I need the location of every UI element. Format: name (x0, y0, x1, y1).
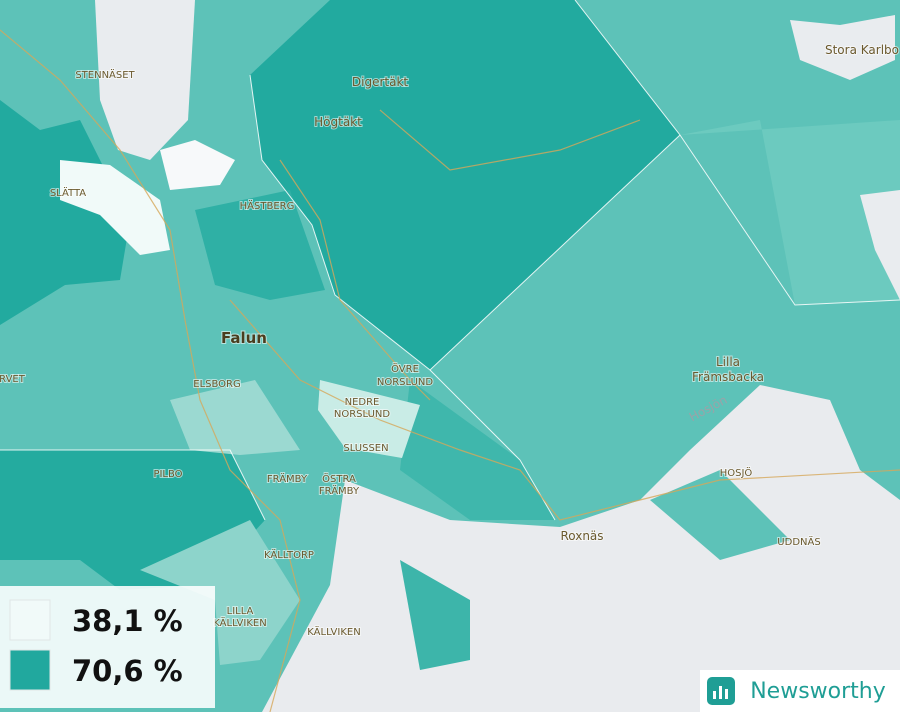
area (140, 520, 300, 665)
place-label: LILLA (227, 606, 254, 617)
place-label: ÖVRE (391, 362, 419, 375)
road (379, 109, 641, 171)
area (0, 100, 130, 325)
place-label: Lilla (716, 355, 740, 369)
water (860, 190, 900, 300)
place-label: ÖSTRA (322, 472, 356, 485)
legend-swatch (9, 649, 51, 691)
water (95, 0, 195, 160)
place-label: HÄSTBERG (240, 199, 295, 212)
legend: 38,1 % 70,6 % (9, 599, 183, 691)
road (279, 159, 431, 401)
place-label: SLÄTTA (50, 186, 86, 199)
area (195, 190, 325, 300)
area (170, 380, 300, 455)
area (400, 560, 470, 670)
place-label: HOSJÖ (720, 466, 753, 479)
brand-name: Newsworthy (750, 679, 886, 704)
place-label: Stora Karlbo (825, 43, 899, 57)
area (650, 470, 790, 560)
legend-label: 38,1 % (72, 604, 183, 638)
road (0, 29, 301, 712)
place-label: Digertäkt (352, 75, 409, 89)
place-label: NEDRE (345, 397, 380, 408)
border (574, 0, 900, 306)
logo-bar (719, 686, 722, 699)
area (60, 160, 170, 255)
area (400, 380, 555, 520)
logo-bar (713, 691, 716, 699)
road (229, 299, 900, 521)
place-label: Högtäkt (314, 115, 362, 129)
area (680, 120, 900, 305)
place-label: Främsbacka (692, 370, 764, 384)
place-label: STENNÄSET (75, 68, 135, 81)
place-label: ELSBORG (193, 379, 241, 390)
place-label: SLUSSEN (343, 443, 388, 454)
place-label: UDDNÄS (777, 535, 820, 548)
border (249, 74, 681, 371)
place-label: NORSLUND (377, 377, 434, 388)
area (318, 380, 420, 458)
border (0, 449, 266, 521)
place-labels: STENNÄSET Digertäkt Högtäkt SLÄTTA HÄSTB… (0, 42, 900, 639)
water (160, 140, 235, 190)
place-label: PILBO (153, 469, 182, 480)
legend-label: 70,6 % (72, 654, 183, 688)
place-label: KÄLLTORP (264, 548, 314, 561)
legend-swatch (9, 599, 51, 641)
place-label: RVET (0, 374, 26, 385)
water (790, 15, 895, 80)
place-label: NORSLUND (334, 409, 391, 420)
area (250, 0, 680, 370)
place-label: FRÄMBY (267, 472, 308, 485)
place-label: Roxnäs (560, 529, 603, 543)
place-label: Falun (221, 329, 267, 347)
place-label: FRÄMBY (319, 484, 360, 497)
place-label: KÄLLVIKEN (213, 616, 266, 629)
logo-bar (725, 689, 728, 699)
place-label: KÄLLVIKEN (307, 625, 360, 638)
